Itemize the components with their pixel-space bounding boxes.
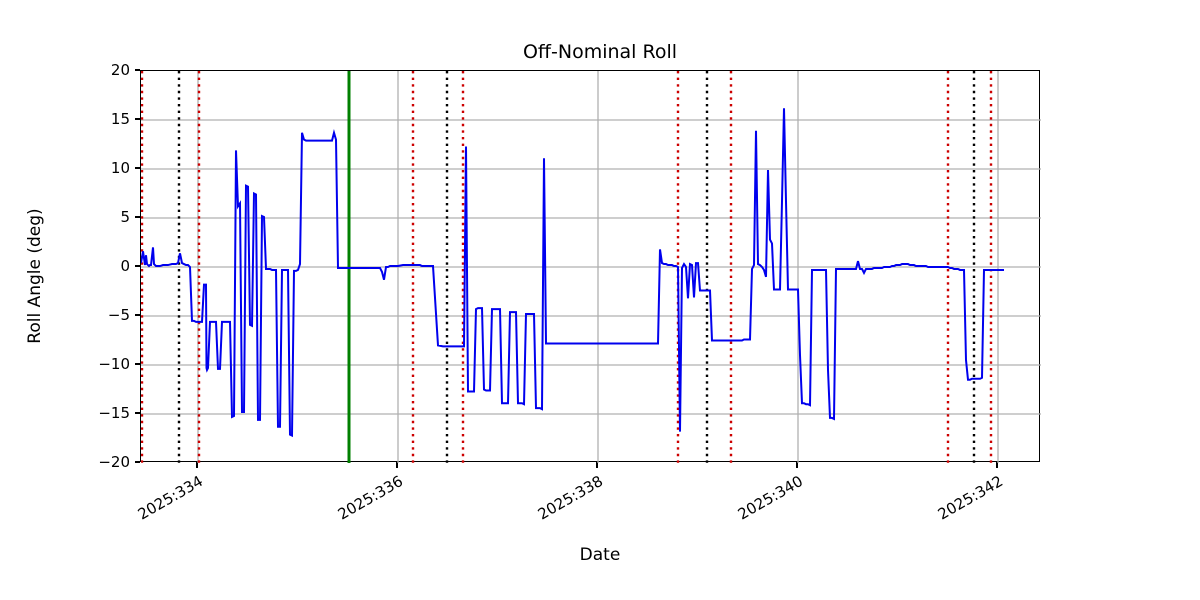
data-series-line-0	[141, 108, 1004, 438]
gridline-group	[141, 71, 1041, 463]
y-tick-mark	[135, 69, 140, 71]
y-tick-mark	[135, 412, 140, 414]
x-tick-label: 2025:334	[134, 472, 206, 524]
y-tick-mark	[135, 167, 140, 169]
y-axis-label: Roll Angle (deg)	[25, 208, 45, 344]
chart-plot-svg	[141, 71, 1041, 463]
y-tick-label: −5	[107, 306, 130, 324]
y-tick-label: 5	[120, 208, 130, 226]
x-tick-mark	[796, 462, 798, 468]
y-tick-mark	[135, 118, 140, 120]
x-tick-mark	[196, 462, 198, 468]
y-tick-label: 10	[110, 159, 130, 177]
y-tick-label: 15	[110, 110, 130, 128]
x-tick-label: 2025:342	[934, 472, 1006, 524]
y-tick-mark	[135, 363, 140, 365]
x-tick-label: 2025:338	[534, 472, 606, 524]
y-tick-mark	[135, 265, 140, 267]
x-axis-label: Date	[579, 545, 621, 565]
y-tick-label: −15	[98, 404, 130, 422]
y-tick-mark	[135, 461, 140, 463]
y-tick-label: −20	[98, 453, 130, 471]
x-tick-mark	[396, 462, 398, 468]
page-title: Off-Nominal Roll	[522, 41, 678, 63]
x-tick-mark	[596, 462, 598, 468]
x-tick-label: 2025:336	[334, 472, 406, 524]
y-tick-label: 20	[110, 61, 130, 79]
y-tick-mark	[135, 216, 140, 218]
data-series-group	[141, 108, 1004, 438]
y-tick-mark	[135, 314, 140, 316]
x-tick-mark	[996, 462, 998, 468]
x-tick-label: 2025:340	[734, 472, 806, 524]
y-tick-label: −10	[98, 355, 130, 373]
y-axis-label-wrapper: Roll Angle (deg)	[0, 0, 45, 600]
y-tick-label: 0	[120, 257, 130, 275]
plot-area	[140, 70, 1041, 463]
